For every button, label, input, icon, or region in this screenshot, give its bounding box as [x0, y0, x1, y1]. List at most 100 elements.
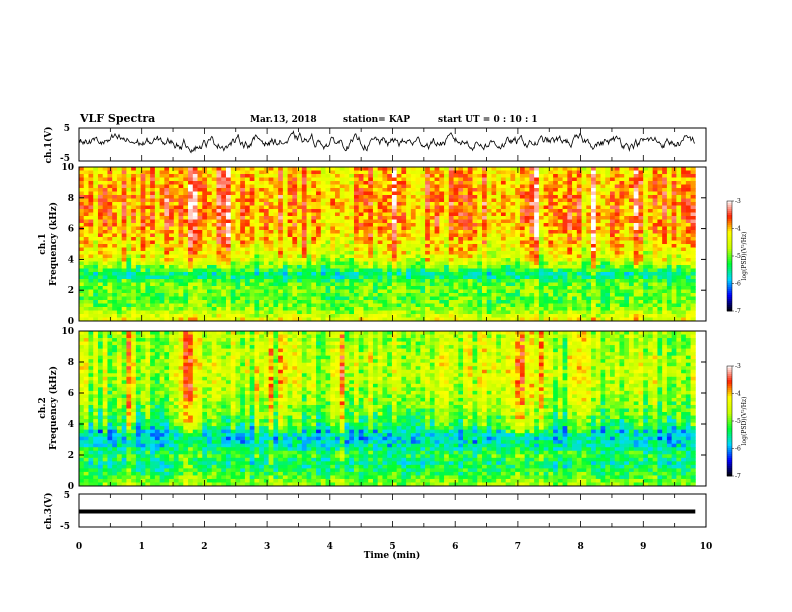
spectrogram-cell	[382, 293, 388, 297]
spectrogram-cell	[614, 219, 620, 224]
spectrogram-cell	[368, 286, 374, 290]
spectrogram-cell	[254, 184, 260, 189]
spectrogram-cell	[216, 184, 222, 189]
spectrogram-cell	[211, 240, 217, 245]
spectrogram-cell	[534, 261, 540, 266]
spectrogram-cell	[420, 212, 426, 217]
spectrogram-cell	[401, 258, 407, 262]
spectrogram-cell	[79, 293, 85, 297]
spectrogram-cell	[154, 265, 160, 269]
spectrogram-cell	[429, 244, 435, 248]
spectrogram-cell	[202, 167, 208, 171]
spectrogram-cell	[624, 177, 630, 182]
spectrogram-cell	[249, 237, 255, 241]
spectrogram-cell	[93, 237, 99, 241]
spectrogram-cell	[221, 289, 227, 294]
spectrogram-cell	[249, 279, 255, 283]
spectrogram-cell	[97, 293, 104, 297]
spectrogram-cell	[202, 226, 208, 231]
spectrogram-cell	[519, 188, 526, 192]
spectrogram-cell	[325, 268, 331, 273]
spectrogram-cell	[330, 233, 336, 238]
spectrogram-cell	[178, 244, 184, 248]
spectrogram-cell	[396, 237, 402, 241]
spectrogram-cell	[325, 261, 331, 266]
spectrogram-cell	[344, 177, 350, 182]
spectrogram-cell	[126, 268, 132, 273]
spectrogram-cell	[391, 293, 398, 297]
spectrogram-cell	[595, 198, 601, 203]
spectrogram-cell	[282, 272, 289, 276]
spectrogram-cell	[439, 177, 445, 182]
spectrogram-cell	[93, 240, 99, 245]
spectrogram-cell	[79, 265, 85, 269]
spectrogram-cell	[169, 247, 175, 252]
spectrogram-cell	[591, 286, 597, 290]
spectrogram-cell	[548, 174, 554, 178]
spectrogram-cell	[325, 174, 331, 178]
spectrogram-cell	[619, 174, 625, 178]
spectrogram-cell	[131, 170, 137, 175]
spectrogram-cell	[135, 230, 142, 234]
spectrogram-cell	[619, 237, 625, 241]
spectrogram-cell	[131, 286, 137, 290]
spectrogram-cell	[372, 247, 379, 252]
spectrogram-cell	[140, 219, 146, 224]
spectrogram-cell	[685, 293, 691, 297]
spectrogram-cell	[325, 293, 331, 297]
spectrogram-cell	[647, 272, 654, 276]
spectrogram-cell	[131, 205, 137, 210]
spectrogram-cell	[510, 219, 516, 224]
spectrogram-cell	[467, 170, 473, 175]
spectrogram-cell	[444, 223, 450, 227]
spectrogram-cell	[605, 279, 611, 283]
spectrogram-cell	[330, 174, 336, 178]
spectrogram-cell	[121, 279, 127, 283]
spectrogram-cell	[572, 223, 578, 227]
spectrogram-cell	[529, 254, 535, 259]
spectrogram-cell	[467, 230, 473, 234]
spectrogram-cell	[425, 219, 431, 224]
spectrogram-cell	[320, 265, 326, 269]
spectrogram-cell	[685, 181, 691, 185]
spectrogram-cell	[173, 279, 179, 283]
spectrogram-cell	[410, 240, 417, 245]
spectrogram-cell	[586, 251, 592, 255]
spectrogram-cell	[444, 282, 450, 287]
spectrogram-cell	[543, 240, 549, 245]
spectrogram-cell	[192, 188, 198, 192]
spectrogram-cell	[624, 195, 630, 199]
spectrogram-cell	[372, 289, 379, 294]
spectrogram-cell	[116, 244, 123, 248]
spectrogram-cell	[88, 191, 94, 196]
spectrogram-cell	[88, 223, 94, 227]
spectrogram-cell	[628, 261, 635, 266]
spectrogram-cell	[453, 191, 459, 196]
spectrogram-cell	[610, 170, 616, 175]
spectrogram-cell	[297, 181, 303, 185]
spectrogram-cell	[278, 265, 284, 269]
spectrogram-cell	[420, 167, 426, 171]
spectrogram-cell	[415, 170, 421, 175]
spectrogram-cell	[572, 174, 578, 178]
spectrogram-cell	[406, 240, 412, 245]
spectrogram-cell	[666, 174, 673, 178]
spectrogram-cell	[183, 265, 189, 269]
spectrogram-cell	[543, 279, 549, 283]
spectrogram-cell	[491, 286, 497, 290]
spectrogram-cell	[192, 205, 198, 210]
spectrogram-cell	[216, 230, 222, 234]
spectrogram-cell	[188, 279, 194, 283]
spectrogram-cell	[79, 202, 85, 206]
spectrogram-cell	[207, 198, 213, 203]
spectrogram-cell	[377, 202, 383, 206]
spectrogram-cell	[121, 240, 127, 245]
spectrogram-cell	[202, 293, 208, 297]
spectrogram-cell	[434, 272, 440, 276]
spectrogram-cell	[439, 240, 445, 245]
spectrogram-cell	[202, 265, 208, 269]
spectrogram-cell	[595, 181, 601, 185]
spectrogram-cell	[671, 289, 677, 294]
spectrogram-cell	[534, 191, 540, 196]
spectrogram-cell	[316, 286, 322, 290]
